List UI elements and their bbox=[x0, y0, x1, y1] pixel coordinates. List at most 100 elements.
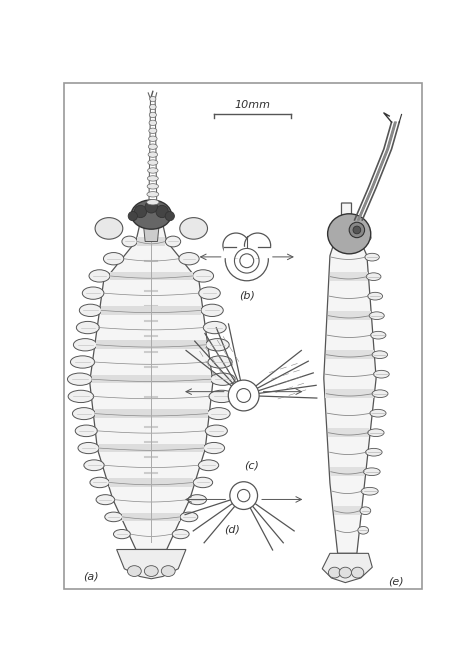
Ellipse shape bbox=[149, 128, 157, 134]
Circle shape bbox=[240, 254, 254, 268]
Ellipse shape bbox=[358, 527, 369, 534]
Ellipse shape bbox=[84, 460, 104, 471]
Circle shape bbox=[165, 211, 174, 221]
Ellipse shape bbox=[207, 408, 230, 420]
Bar bbox=[328, 311, 371, 320]
Ellipse shape bbox=[188, 495, 207, 505]
Ellipse shape bbox=[161, 566, 175, 577]
Ellipse shape bbox=[180, 217, 208, 239]
Bar bbox=[109, 271, 193, 280]
Ellipse shape bbox=[147, 176, 158, 181]
Bar bbox=[122, 513, 180, 521]
Ellipse shape bbox=[148, 144, 157, 150]
Ellipse shape bbox=[210, 373, 235, 385]
Ellipse shape bbox=[223, 233, 249, 257]
Circle shape bbox=[349, 222, 365, 237]
Ellipse shape bbox=[145, 566, 158, 577]
Ellipse shape bbox=[147, 192, 159, 197]
Ellipse shape bbox=[369, 312, 384, 319]
Ellipse shape bbox=[147, 168, 158, 173]
Ellipse shape bbox=[208, 356, 232, 368]
Polygon shape bbox=[322, 553, 372, 583]
Bar bbox=[329, 272, 368, 281]
Ellipse shape bbox=[105, 512, 122, 521]
Ellipse shape bbox=[67, 373, 92, 385]
Ellipse shape bbox=[149, 112, 156, 118]
Ellipse shape bbox=[90, 477, 109, 487]
Ellipse shape bbox=[76, 321, 99, 334]
Ellipse shape bbox=[128, 566, 141, 577]
Ellipse shape bbox=[203, 442, 225, 454]
Circle shape bbox=[237, 388, 251, 402]
Circle shape bbox=[156, 205, 168, 217]
Ellipse shape bbox=[71, 356, 95, 368]
Ellipse shape bbox=[203, 321, 226, 334]
Ellipse shape bbox=[199, 287, 220, 299]
Ellipse shape bbox=[365, 253, 379, 261]
Ellipse shape bbox=[368, 429, 384, 436]
Ellipse shape bbox=[192, 270, 214, 282]
Ellipse shape bbox=[193, 477, 213, 487]
Ellipse shape bbox=[149, 120, 156, 126]
Ellipse shape bbox=[339, 567, 352, 578]
Ellipse shape bbox=[172, 529, 189, 539]
Ellipse shape bbox=[198, 460, 219, 471]
Ellipse shape bbox=[361, 487, 378, 495]
Circle shape bbox=[353, 226, 361, 234]
Bar bbox=[337, 233, 358, 242]
Bar bbox=[328, 428, 369, 437]
Bar bbox=[95, 410, 208, 418]
Bar bbox=[91, 375, 211, 384]
Bar bbox=[109, 478, 193, 487]
Ellipse shape bbox=[146, 200, 159, 205]
Text: (c): (c) bbox=[244, 461, 259, 471]
Ellipse shape bbox=[206, 338, 229, 351]
Ellipse shape bbox=[75, 425, 97, 437]
Ellipse shape bbox=[357, 234, 371, 241]
Ellipse shape bbox=[366, 273, 381, 281]
Text: (e): (e) bbox=[388, 577, 404, 587]
Ellipse shape bbox=[89, 270, 110, 282]
Bar bbox=[99, 444, 204, 452]
Ellipse shape bbox=[148, 136, 157, 142]
Circle shape bbox=[230, 481, 257, 509]
Polygon shape bbox=[144, 226, 159, 241]
Circle shape bbox=[145, 201, 157, 213]
Text: (b): (b) bbox=[239, 290, 255, 300]
Circle shape bbox=[128, 211, 137, 221]
Ellipse shape bbox=[372, 390, 388, 398]
Ellipse shape bbox=[179, 253, 199, 265]
Ellipse shape bbox=[209, 390, 235, 402]
Text: (d): (d) bbox=[224, 525, 240, 535]
Ellipse shape bbox=[79, 304, 101, 317]
Ellipse shape bbox=[122, 236, 137, 247]
Ellipse shape bbox=[352, 567, 364, 578]
Bar bbox=[101, 306, 201, 315]
Bar bbox=[326, 350, 374, 359]
Ellipse shape bbox=[150, 96, 156, 102]
Circle shape bbox=[225, 237, 268, 281]
Polygon shape bbox=[337, 241, 355, 251]
Polygon shape bbox=[117, 549, 186, 579]
Ellipse shape bbox=[371, 331, 386, 339]
Ellipse shape bbox=[328, 213, 371, 254]
Ellipse shape bbox=[73, 338, 97, 351]
Polygon shape bbox=[324, 203, 376, 553]
Ellipse shape bbox=[374, 370, 389, 378]
Ellipse shape bbox=[149, 104, 156, 110]
Ellipse shape bbox=[147, 184, 158, 189]
Ellipse shape bbox=[205, 425, 228, 437]
Ellipse shape bbox=[360, 507, 371, 515]
Ellipse shape bbox=[201, 304, 223, 317]
Ellipse shape bbox=[368, 293, 383, 300]
Bar bbox=[326, 389, 374, 398]
Ellipse shape bbox=[165, 236, 181, 247]
Ellipse shape bbox=[68, 390, 94, 402]
Polygon shape bbox=[90, 215, 213, 549]
Ellipse shape bbox=[96, 495, 115, 505]
Circle shape bbox=[134, 205, 146, 217]
Ellipse shape bbox=[372, 351, 388, 358]
Ellipse shape bbox=[82, 287, 104, 299]
Ellipse shape bbox=[95, 217, 123, 239]
Ellipse shape bbox=[245, 233, 271, 257]
